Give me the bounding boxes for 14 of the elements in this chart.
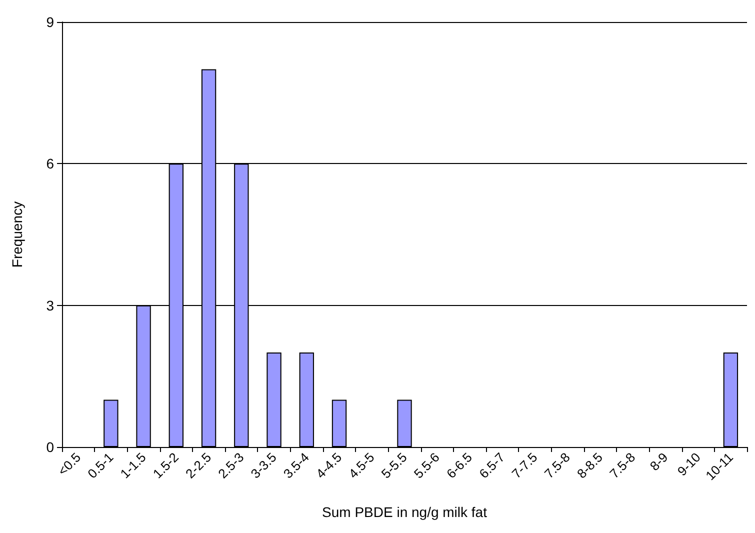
y-tick-label: 0: [46, 439, 54, 455]
bar: [266, 352, 282, 447]
bar: [723, 352, 738, 447]
bar: [299, 352, 314, 447]
bar: [332, 400, 347, 447]
x-axis-title: Sum PBDE in ng/g milk fat: [322, 504, 488, 520]
bar: [397, 400, 412, 447]
y-axis-title: Frequency: [9, 201, 25, 268]
bar: [104, 400, 118, 447]
y-tick-label: 9: [46, 14, 54, 30]
x-tick-label: 8-9: [646, 450, 671, 474]
y-tick-label: 6: [46, 156, 54, 172]
x-tick-label: <0.5: [54, 450, 84, 478]
y-tick-label: 3: [46, 297, 54, 314]
